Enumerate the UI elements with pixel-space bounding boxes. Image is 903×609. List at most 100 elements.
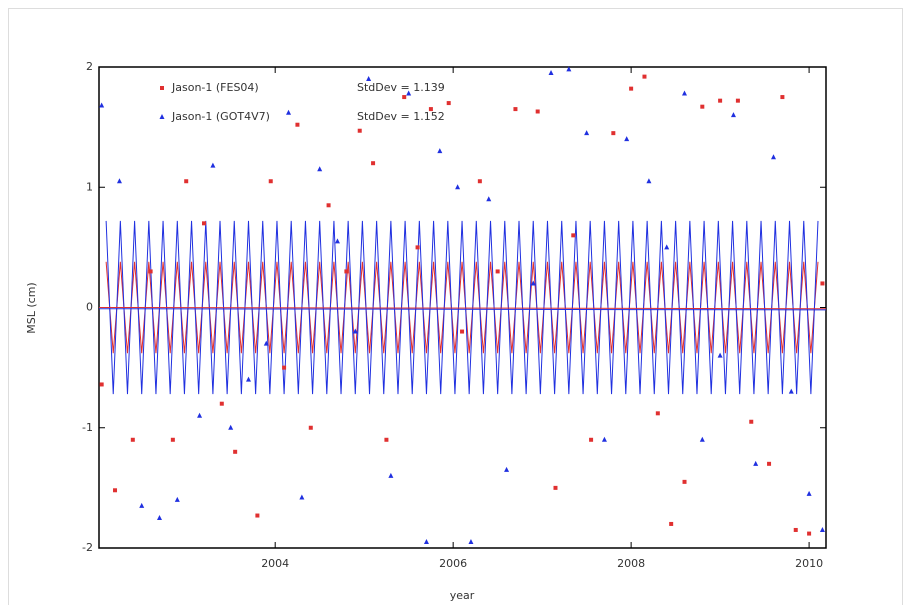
y-axis-label: MSL (cm) <box>25 282 38 333</box>
point <box>233 449 238 454</box>
point <box>566 66 572 72</box>
point <box>655 411 660 416</box>
line <box>98 308 827 311</box>
point <box>99 102 105 108</box>
frame <box>8 8 903 609</box>
point <box>326 203 331 208</box>
point <box>344 269 349 274</box>
point <box>357 128 362 133</box>
x-tick-label: 2010 <box>795 557 823 570</box>
point <box>366 76 372 82</box>
point <box>174 496 180 502</box>
point <box>717 352 723 358</box>
legend-marker <box>159 114 165 119</box>
point <box>148 269 153 274</box>
point <box>788 388 794 394</box>
x-tick-label: 2008 <box>617 557 645 570</box>
point <box>642 74 647 79</box>
point <box>415 245 420 250</box>
point <box>308 425 313 430</box>
point <box>682 90 688 96</box>
point <box>486 196 492 202</box>
point <box>228 424 234 430</box>
point <box>646 178 652 184</box>
point <box>371 161 376 166</box>
point <box>170 437 175 442</box>
point <box>384 437 389 442</box>
legend-stat: StdDev = 1.139 <box>357 81 445 94</box>
point <box>699 436 705 442</box>
point <box>584 130 590 136</box>
point <box>611 131 616 136</box>
point <box>423 538 429 544</box>
x-tick-label: 2006 <box>439 557 467 570</box>
y-tick-label: 2 <box>86 60 93 73</box>
line <box>105 220 819 395</box>
point <box>749 419 754 424</box>
point <box>139 502 145 508</box>
point <box>406 90 412 96</box>
point <box>99 382 104 387</box>
x-tick-label: 2004 <box>261 557 289 570</box>
point <box>219 401 224 406</box>
legend-marker <box>160 86 164 90</box>
legend-stat: StdDev = 1.152 <box>357 110 445 123</box>
point <box>730 112 736 118</box>
point <box>352 328 358 334</box>
y-tick-label: -1 <box>82 421 93 434</box>
point <box>819 526 825 532</box>
point <box>571 233 576 238</box>
point <box>402 95 407 100</box>
point <box>700 104 705 109</box>
point <box>513 107 518 112</box>
point <box>753 460 759 466</box>
point <box>820 281 825 286</box>
point <box>669 521 674 526</box>
point <box>767 461 772 466</box>
point <box>263 340 269 346</box>
point <box>535 109 540 114</box>
point <box>664 244 670 250</box>
point <box>735 98 740 103</box>
y-tick-label: 1 <box>86 180 93 193</box>
point <box>317 166 323 172</box>
point <box>477 179 482 184</box>
x-axis-label: year <box>450 589 475 602</box>
point <box>130 437 135 442</box>
point <box>718 98 723 103</box>
point <box>460 329 465 334</box>
line <box>105 261 819 354</box>
point <box>268 179 273 184</box>
point <box>446 101 451 106</box>
point <box>553 485 558 490</box>
line <box>98 307 827 310</box>
point <box>299 494 305 500</box>
point <box>116 178 122 184</box>
point <box>780 95 785 100</box>
point <box>184 179 189 184</box>
legend-label: Jason-1 (FES04) <box>171 81 259 94</box>
point <box>682 479 687 484</box>
point <box>210 162 216 168</box>
point <box>157 514 163 520</box>
point <box>793 527 798 532</box>
point <box>806 490 812 496</box>
point <box>286 109 292 115</box>
point <box>428 107 433 112</box>
point <box>770 154 776 160</box>
point <box>282 365 287 370</box>
point <box>202 221 207 226</box>
point <box>629 86 634 91</box>
y-tick-label: -2 <box>82 541 93 554</box>
point <box>807 531 812 536</box>
y-tick-label: 0 <box>86 301 93 314</box>
point <box>388 472 394 478</box>
point <box>245 376 251 382</box>
point <box>495 269 500 274</box>
point <box>113 488 118 493</box>
point <box>295 122 300 127</box>
point <box>197 412 203 418</box>
point <box>468 538 474 544</box>
